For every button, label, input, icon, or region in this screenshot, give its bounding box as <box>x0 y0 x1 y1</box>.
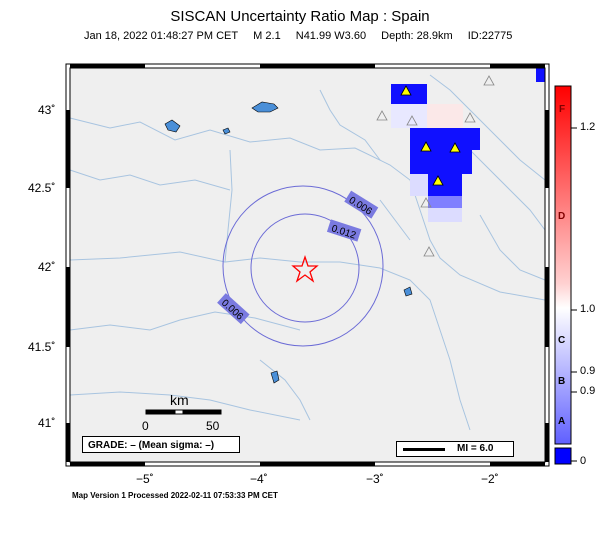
map-footer: Map Version 1 Processed 2022-02-11 07:53… <box>72 491 278 500</box>
colorbar-grade: A <box>558 416 566 427</box>
event-id: ID:22775 <box>467 30 513 42</box>
grid-cell <box>536 68 545 82</box>
grid-cell <box>410 128 480 150</box>
station-triangle <box>432 175 444 186</box>
lat-label: 42˚ <box>38 260 56 274</box>
grid-cell <box>428 208 462 222</box>
lon-label: −3˚ <box>366 472 384 486</box>
outer-contour <box>222 185 384 347</box>
station-triangle <box>449 142 461 153</box>
colorbar-grade: D <box>558 211 566 222</box>
station-triangle <box>464 112 476 123</box>
colorbar-tick-label: 0.9 <box>580 385 595 397</box>
inner-contour <box>250 213 360 323</box>
stations <box>376 75 495 257</box>
station-triangle <box>420 141 432 152</box>
event-magnitude: M 2.1 <box>253 30 281 42</box>
colorbar-tick-label: 0 <box>580 455 587 467</box>
lat-label: 43˚ <box>38 103 56 117</box>
contours <box>222 185 384 347</box>
colorbar-tick-label: 1.0 <box>580 303 595 315</box>
lon-label: −5˚ <box>136 472 154 486</box>
event-location: N41.99 W3.60 <box>295 30 367 42</box>
grid-cell <box>446 150 472 174</box>
lon-label: −4˚ <box>250 472 268 486</box>
grid-cell <box>410 174 428 196</box>
colorbar-grade: F <box>559 104 566 115</box>
station-triangle <box>483 75 495 86</box>
station-triangle <box>400 85 412 96</box>
scale-unit: km <box>170 392 189 408</box>
grid-cell <box>391 104 427 128</box>
mi-text: MI = 6.0 <box>457 443 494 454</box>
station-triangle <box>376 110 388 121</box>
lat-label: 41.5˚ <box>28 340 56 354</box>
grade-box: GRADE: – (Mean sigma: –) <box>82 436 240 453</box>
scale-start: 0 <box>142 419 149 433</box>
event-date: Jan 18, 2022 01:48:27 PM CET <box>84 30 239 42</box>
station-triangle <box>423 246 435 257</box>
colorbar-tick-label: 1.2 <box>580 121 595 133</box>
lakes <box>164 101 413 384</box>
map-frame <box>65 63 550 467</box>
colorbar-grade: C <box>558 335 566 346</box>
rivers <box>69 74 546 431</box>
scale-end: 50 <box>206 419 220 433</box>
map-title: SISCAN Uncertainty Ratio Map : Spain <box>170 8 430 25</box>
lat-label: 41˚ <box>38 416 56 430</box>
event-depth: Depth: 28.9km <box>381 30 453 42</box>
colorbar-tick-label: 0.9 <box>580 365 595 377</box>
epicenter-star <box>291 254 319 283</box>
event-info: Jan 18, 2022 01:48:27 PM CET M 2.1 N41.9… <box>84 30 524 42</box>
station-triangle <box>406 115 418 126</box>
grid-cell <box>428 196 462 208</box>
mi-legend: MI = 6.0 <box>396 441 514 457</box>
colorbar <box>554 85 577 465</box>
lat-label: 42.5˚ <box>28 181 56 195</box>
colorbar-grade: B <box>558 376 566 387</box>
lon-label: −2˚ <box>481 472 499 486</box>
station-triangle <box>420 197 432 208</box>
grid-cell <box>427 104 463 128</box>
mi-bar <box>403 448 445 451</box>
grid-cell <box>410 150 446 174</box>
scale-bar <box>145 409 222 415</box>
